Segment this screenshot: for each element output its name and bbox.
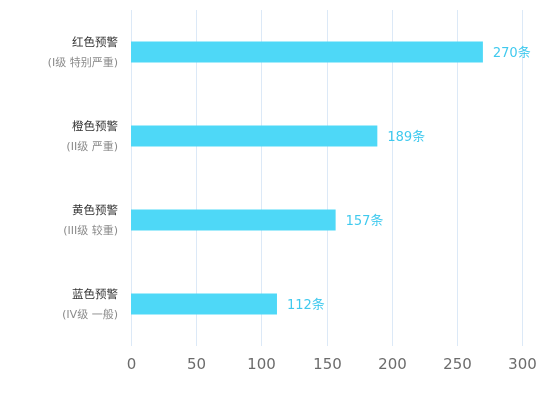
- bar: [131, 293, 277, 315]
- grid-lines: [131, 10, 523, 346]
- y-tick-label: 红色预警: [72, 35, 118, 49]
- data-label: 189条: [387, 129, 425, 145]
- x-tick-label: 200: [378, 355, 407, 373]
- x-tick-label: 300: [508, 355, 537, 373]
- y-tick-sublabel: (II级 严重): [66, 139, 118, 153]
- x-tick-label: 0: [127, 355, 137, 373]
- y-tick-label: 黄色预警: [72, 203, 118, 217]
- y-tick-sublabel: (III级 较重): [63, 223, 118, 237]
- y-tick-sublabel: (IV级 一般): [62, 308, 118, 321]
- y-tick-sublabel: (I级 特别严重): [48, 55, 118, 69]
- x-tick-label: 100: [247, 355, 276, 373]
- data-label: 270条: [493, 45, 531, 61]
- y-tick-label: 蓝色预警: [72, 287, 118, 301]
- x-tick-label: 250: [443, 355, 472, 373]
- bar: [131, 41, 483, 63]
- x-tick-label: 50: [187, 355, 206, 373]
- bar: [131, 209, 336, 231]
- bar: [131, 125, 378, 147]
- data-label: 112条: [287, 297, 325, 313]
- category-labels: 红色预警 (I级 特别严重) 橙色预警 (II级 严重) 黄色预警 (III级 较重) 蓝色…: [48, 35, 119, 321]
- y-tick-label: 橙色预警: [72, 119, 118, 133]
- data-label: 157条: [346, 213, 384, 229]
- x-axis-ticks: 0 50 100 150 200 250 300: [127, 355, 537, 373]
- bars: [131, 41, 483, 315]
- x-tick-label: 150: [313, 355, 342, 373]
- value-labels: 270条 189条 157条 112条: [287, 45, 531, 313]
